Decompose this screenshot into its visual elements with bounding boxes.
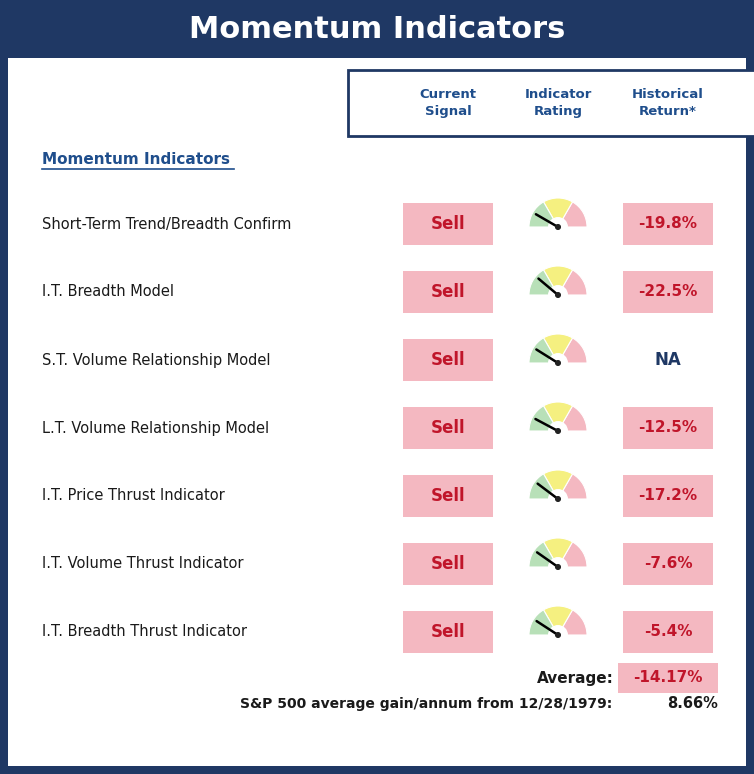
FancyBboxPatch shape [618, 663, 718, 693]
FancyBboxPatch shape [403, 339, 493, 381]
FancyBboxPatch shape [403, 203, 493, 245]
FancyBboxPatch shape [623, 543, 713, 585]
Text: I.T. Breadth Model: I.T. Breadth Model [42, 285, 174, 300]
Circle shape [556, 293, 560, 297]
FancyBboxPatch shape [348, 70, 754, 136]
Text: NA: NA [654, 351, 682, 369]
Wedge shape [529, 542, 558, 567]
Text: -22.5%: -22.5% [639, 285, 697, 300]
Circle shape [549, 625, 567, 644]
Text: Sell: Sell [431, 623, 465, 641]
Wedge shape [544, 402, 572, 431]
Wedge shape [529, 406, 558, 431]
Text: Sell: Sell [431, 487, 465, 505]
Text: Sell: Sell [431, 283, 465, 301]
Bar [527, 227, 589, 258]
Circle shape [556, 361, 560, 365]
FancyBboxPatch shape [623, 407, 713, 449]
FancyBboxPatch shape [8, 58, 746, 766]
Wedge shape [558, 406, 587, 431]
FancyBboxPatch shape [623, 271, 713, 313]
Wedge shape [529, 610, 558, 635]
Wedge shape [544, 538, 572, 567]
FancyBboxPatch shape [623, 611, 713, 653]
Text: -14.17%: -14.17% [633, 670, 703, 686]
Circle shape [556, 565, 560, 570]
Wedge shape [529, 202, 558, 227]
Circle shape [556, 632, 560, 637]
Bar [527, 499, 589, 530]
FancyBboxPatch shape [0, 0, 754, 58]
Wedge shape [558, 202, 587, 227]
Text: Sell: Sell [431, 419, 465, 437]
Text: -5.4%: -5.4% [644, 625, 692, 639]
Bar [527, 431, 589, 462]
Text: 8.66%: 8.66% [667, 697, 718, 711]
Circle shape [549, 558, 567, 577]
Text: Short-Term Trend/Breadth Confirm: Short-Term Trend/Breadth Confirm [42, 217, 291, 231]
Wedge shape [544, 470, 572, 499]
Wedge shape [558, 338, 587, 363]
Wedge shape [544, 198, 572, 227]
Circle shape [549, 354, 567, 372]
FancyBboxPatch shape [403, 475, 493, 517]
FancyBboxPatch shape [623, 203, 713, 245]
Bar [527, 567, 589, 598]
Text: -12.5%: -12.5% [639, 420, 697, 436]
Text: -17.2%: -17.2% [639, 488, 697, 504]
Circle shape [549, 422, 567, 440]
Circle shape [549, 490, 567, 509]
Bar [527, 295, 589, 326]
Wedge shape [558, 542, 587, 567]
FancyBboxPatch shape [403, 611, 493, 653]
FancyBboxPatch shape [403, 271, 493, 313]
Circle shape [549, 217, 567, 236]
Text: S&P 500 average gain/annum from 12/28/1979:: S&P 500 average gain/annum from 12/28/19… [240, 697, 612, 711]
Circle shape [556, 224, 560, 229]
Text: -19.8%: -19.8% [639, 217, 697, 231]
Wedge shape [558, 610, 587, 635]
FancyBboxPatch shape [623, 475, 713, 517]
Text: L.T. Volume Relationship Model: L.T. Volume Relationship Model [42, 420, 269, 436]
FancyBboxPatch shape [403, 543, 493, 585]
Circle shape [549, 286, 567, 304]
Text: Momentum Indicators: Momentum Indicators [188, 15, 566, 43]
Text: S.T. Volume Relationship Model: S.T. Volume Relationship Model [42, 352, 271, 368]
Wedge shape [558, 270, 587, 295]
Wedge shape [544, 606, 572, 635]
Circle shape [556, 429, 560, 433]
Wedge shape [544, 266, 572, 295]
Text: Average:: Average: [537, 670, 614, 686]
FancyBboxPatch shape [403, 407, 493, 449]
Text: I.T. Price Thrust Indicator: I.T. Price Thrust Indicator [42, 488, 225, 504]
Wedge shape [558, 474, 587, 499]
Bar [527, 635, 589, 666]
Wedge shape [544, 334, 572, 363]
Text: Sell: Sell [431, 351, 465, 369]
Wedge shape [529, 270, 558, 295]
Circle shape [556, 497, 560, 502]
Wedge shape [529, 338, 558, 363]
Text: I.T. Volume Thrust Indicator: I.T. Volume Thrust Indicator [42, 557, 244, 571]
Bar [527, 363, 589, 394]
Text: Historical
Return*: Historical Return* [632, 88, 704, 118]
Text: I.T. Breadth Thrust Indicator: I.T. Breadth Thrust Indicator [42, 625, 247, 639]
Text: Indicator
Rating: Indicator Rating [524, 88, 592, 118]
Text: -7.6%: -7.6% [644, 557, 692, 571]
Text: Sell: Sell [431, 215, 465, 233]
Text: Sell: Sell [431, 555, 465, 573]
Text: Current
Signal: Current Signal [419, 88, 477, 118]
Text: Momentum Indicators: Momentum Indicators [42, 152, 230, 167]
Wedge shape [529, 474, 558, 499]
